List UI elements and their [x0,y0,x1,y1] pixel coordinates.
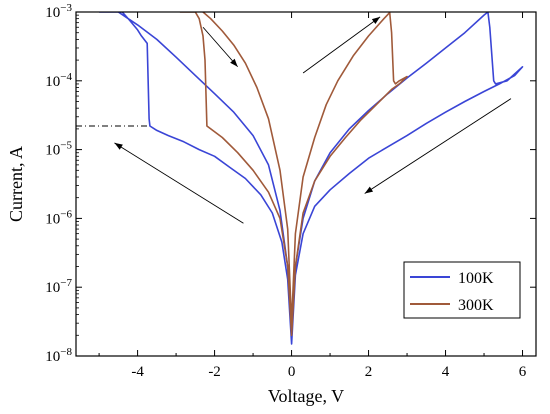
x-axis-title: Voltage, V [268,386,344,406]
y-tick-label: 10−8 [45,346,72,365]
direction-arrow-0 [202,26,239,68]
direction-arrow-3 [114,142,244,224]
legend-label-300k: 300K [458,297,494,314]
x-tick-label: -2 [208,364,221,380]
legend: 100K 300K [403,261,521,319]
reference-lines [76,11,536,127]
y-tick-label: 10−3 [45,2,72,21]
legend-box [403,261,521,319]
direction-arrow-1 [302,16,381,74]
series-line-300k [179,12,408,337]
x-tick-label: 0 [288,364,296,380]
x-tick-label: 6 [519,364,527,380]
plot-frame [75,11,537,357]
arrow-annotations [114,16,512,224]
direction-arrow-2 [364,98,512,194]
y-tick-label: 10−4 [45,71,72,90]
x-tick-label: 2 [365,364,373,380]
y-tick-label: 10−6 [45,208,72,227]
series-layer [99,12,524,345]
y-tick-label: 10−5 [45,140,72,159]
x-tick-label: -4 [131,364,144,380]
y-tick-label: 10−7 [45,277,72,296]
y-axis-title: Current, A [6,146,26,222]
x-tick-label: 4 [442,364,450,380]
legend-label-100k: 100K [458,270,494,287]
axis-ticks: -4 -2 0 2 4 6 10−3 10−4 10−5 10−6 10−7 10−8 [45,2,536,380]
